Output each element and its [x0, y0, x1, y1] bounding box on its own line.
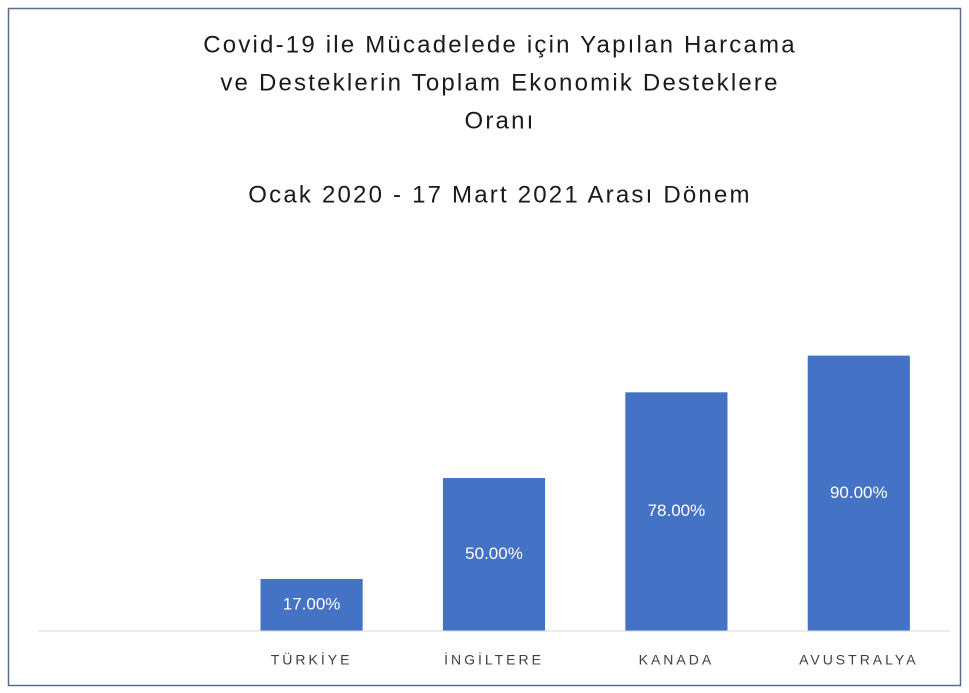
chart-title: Oranı	[464, 107, 535, 134]
bar	[807, 355, 910, 631]
bar	[260, 578, 363, 631]
bar	[442, 478, 546, 631]
x-tick-label: AVUSTRALYA	[799, 652, 918, 668]
x-tick-label: KANADA	[639, 652, 715, 668]
bar	[625, 392, 728, 631]
chart-title: Covid-19 ile Mücadelede için Yapılan Har…	[203, 31, 797, 58]
x-tick-label: İNGİLTERE	[444, 651, 544, 668]
x-tick-label: TÜRKİYE	[271, 651, 353, 668]
chart-title: ve Desteklerin Toplam Ekonomik Destekler…	[220, 69, 779, 96]
chart-subtitle: Ocak 2020 - 17 Mart 2021 Arası Dönem	[248, 181, 751, 208]
data-label: 78.00%	[648, 501, 706, 520]
data-label: 17.00%	[283, 594, 341, 613]
data-label: 50.00%	[465, 544, 523, 563]
data-label: 90.00%	[830, 483, 888, 502]
